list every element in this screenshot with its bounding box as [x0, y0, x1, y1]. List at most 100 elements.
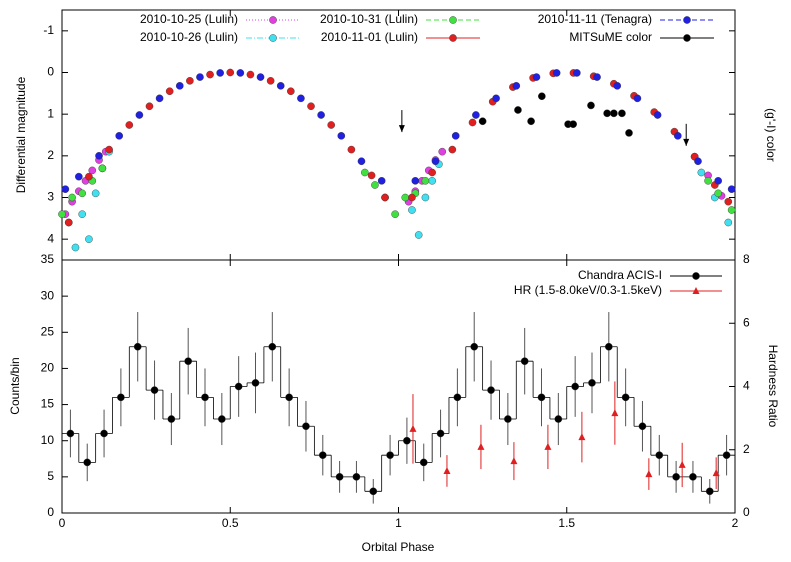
- point: [578, 433, 586, 441]
- point: [165, 87, 174, 96]
- point: [408, 206, 416, 214]
- y-tick-label: 0: [47, 65, 54, 79]
- x-tick-label: 0.5: [222, 516, 239, 530]
- point: [421, 193, 430, 202]
- y-tick-label: 30: [41, 288, 55, 302]
- legend-marker: [683, 16, 691, 24]
- y-tick-label: 25: [41, 324, 55, 338]
- point: [618, 109, 626, 118]
- y2-tick-label: 8: [743, 252, 750, 266]
- point: [593, 73, 601, 81]
- point: [527, 117, 535, 126]
- point: [673, 132, 682, 140]
- point: [175, 82, 184, 90]
- point: [697, 168, 706, 177]
- y2-axis-label: Hardness Ratio: [766, 345, 780, 428]
- point: [100, 429, 108, 438]
- point: [117, 393, 125, 402]
- point: [268, 342, 277, 351]
- point: [367, 171, 376, 180]
- x-tick-label: 1.5: [558, 516, 575, 530]
- point: [653, 111, 662, 119]
- point: [610, 109, 618, 118]
- point: [408, 193, 416, 202]
- point: [201, 393, 209, 402]
- y2-axis-label: (g'-I) color: [764, 108, 778, 162]
- point: [206, 70, 214, 79]
- point: [85, 235, 93, 243]
- x-tick-label: 2: [732, 516, 739, 530]
- point: [256, 73, 265, 81]
- point: [453, 393, 462, 402]
- point: [357, 157, 366, 166]
- point: [621, 393, 630, 402]
- x-tick-label: 1: [395, 516, 402, 530]
- legend-label: Chandra ACIS-I: [578, 268, 662, 282]
- point: [236, 69, 245, 77]
- point: [251, 379, 260, 387]
- y2-tick-label: 6: [743, 315, 750, 329]
- point: [155, 94, 164, 103]
- point: [58, 210, 66, 218]
- point: [66, 429, 75, 438]
- point: [337, 132, 346, 140]
- point: [403, 436, 411, 445]
- point: [727, 185, 736, 193]
- point: [276, 82, 285, 90]
- y2-tick-label: 4: [743, 379, 750, 393]
- point: [352, 473, 361, 481]
- point: [78, 189, 86, 198]
- legend-label: MITSuME color: [569, 30, 652, 44]
- point: [510, 457, 518, 465]
- point: [633, 94, 642, 103]
- point: [569, 120, 577, 128]
- point: [472, 111, 480, 119]
- point: [371, 181, 379, 189]
- x-tick-label: 0: [59, 516, 66, 530]
- point: [61, 185, 70, 193]
- point: [347, 145, 356, 154]
- y-tick-label: 15: [41, 397, 55, 411]
- bottom-frame: [61, 259, 736, 514]
- upper-limit-head: [683, 138, 690, 146]
- y2-tick-label: 0: [743, 505, 750, 519]
- point: [431, 157, 440, 166]
- legend-label: 2010-10-26 (Lulin): [140, 30, 238, 44]
- x-axis-label: Orbital Phase: [362, 540, 435, 554]
- point: [186, 77, 194, 85]
- y-tick-label: 4: [47, 231, 54, 245]
- point: [514, 106, 522, 114]
- y-tick-label: 3: [47, 190, 54, 204]
- point: [552, 69, 561, 77]
- point: [588, 379, 596, 387]
- point: [91, 189, 100, 198]
- point: [714, 189, 722, 198]
- point: [705, 487, 714, 496]
- point: [611, 409, 619, 417]
- point: [234, 382, 243, 391]
- point: [71, 243, 80, 252]
- point: [135, 111, 144, 119]
- y2-tick-label: 2: [743, 442, 750, 456]
- point: [150, 386, 159, 394]
- point: [727, 206, 736, 214]
- point: [318, 451, 327, 459]
- point: [512, 82, 521, 90]
- point: [85, 172, 93, 181]
- point: [428, 168, 436, 177]
- point: [477, 442, 485, 450]
- point: [694, 157, 702, 166]
- point: [335, 473, 344, 481]
- top-frame: [61, 9, 736, 261]
- upper-limit-head: [398, 125, 405, 133]
- point: [133, 342, 142, 351]
- point: [724, 197, 733, 206]
- legend-marker: [449, 34, 457, 42]
- point: [448, 145, 457, 154]
- point: [603, 109, 611, 118]
- legend-label: 2010-11-01 (Lulin): [321, 30, 418, 44]
- point: [83, 458, 92, 467]
- legend-label: 2010-11-11 (Tenagra): [538, 12, 652, 26]
- point: [226, 68, 235, 77]
